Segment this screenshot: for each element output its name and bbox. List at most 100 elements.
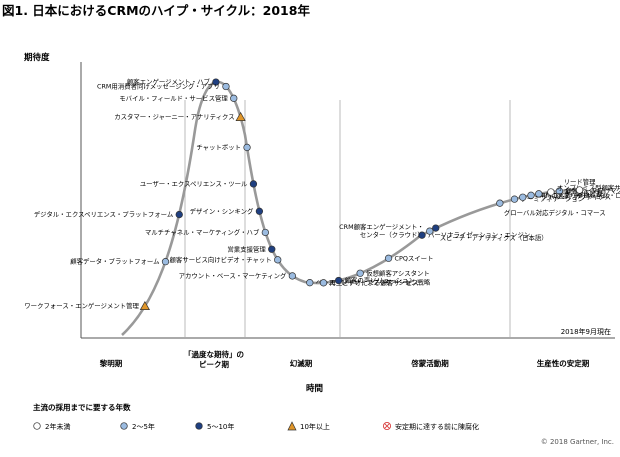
item-marker: [306, 279, 314, 287]
item-marker: [230, 94, 238, 102]
item-label: 仮想顧客アシスタント: [366, 268, 430, 277]
item-marker: [384, 254, 393, 262]
legend-item: 安定期に達する前に陳腐化: [382, 421, 479, 431]
legend-marker: [120, 422, 128, 430]
item-label: CRM用消費者向けメッセージング・アプリ: [97, 82, 220, 91]
item-marker: [161, 258, 170, 266]
item-label: パーソナライゼーション・エンジン: [428, 230, 530, 239]
y-axis-label: 期待度: [24, 52, 50, 63]
technology-item: モバイル・フィールド・サービス管理: [119, 93, 238, 102]
item-marker: [212, 78, 220, 86]
item-label: リード管理: [564, 177, 597, 186]
copyright: © 2018 Gartner, Inc.: [541, 438, 614, 446]
technology-item: カスタマー・ジャーニー・アナリティクス: [114, 111, 246, 121]
phase-label-innovation: 黎明期: [100, 358, 123, 368]
as-of-note: 2018年9月現在: [561, 327, 611, 336]
item-marker: [356, 269, 364, 277]
item-label: デザイン・シンキング: [190, 206, 254, 215]
item-label: スピーチ・アナリティクス（日本語）: [440, 233, 548, 242]
technology-item: グローバル対応デジタル・コマース: [496, 199, 606, 217]
technology-item: CRM顧客エンゲージメント・センター（クラウド）: [339, 222, 434, 239]
item-label: ゲーミフィケーション: [521, 194, 585, 203]
item-marker: [175, 210, 183, 219]
technology-item: 仮想顧客アシスタント: [356, 268, 430, 277]
item-marker: [555, 187, 564, 195]
legend-marker: [195, 422, 203, 430]
phase-label-trough: 幻滅期: [290, 358, 313, 368]
item-marker: [575, 186, 584, 194]
item-label: マルチチャネル・マーケティング・ハブ: [145, 227, 260, 236]
legend-marker-triangle: [287, 421, 297, 431]
legend-label: 2年未満: [45, 422, 70, 431]
x-axis-label: 時間: [306, 383, 323, 394]
legend-label: 5～10年: [207, 422, 234, 431]
legend: 主流の採用までに要する年数 2年未満 2～5年 5～10年 10年以上 安定期に達する前…: [33, 402, 479, 431]
phase-label-peak-line1: 「過度な期待」の: [184, 349, 244, 359]
technology-item: オンプレミス型顧客サービス・アプリケーション: [547, 183, 620, 200]
item-label: アカウント・ベース・マーケティング: [179, 271, 287, 280]
item-marker: [510, 195, 519, 203]
item-label: デジタル・エクスペリエンス・プラットフォーム: [34, 210, 174, 219]
item-marker: [319, 279, 328, 287]
phase-label-peak: 「過度な期待」のピーク期: [184, 349, 244, 369]
item-label: 顧客データ向けマスタ・データ管理: [565, 186, 620, 195]
item-marker: [222, 82, 230, 91]
legend-label: 2～5年: [132, 422, 155, 431]
item-label: 再生ビデオによる顧客サービス: [330, 278, 419, 287]
item-marker: [432, 224, 440, 232]
technology-item: アカウント・ベース・マーケティング: [179, 271, 297, 280]
item-marker: [268, 245, 276, 253]
item-marker: [519, 193, 527, 201]
item-label: 顧客データ・プラットフォーム: [70, 257, 159, 266]
item-marker: [535, 190, 543, 198]
technology-item: CPQスイート: [384, 254, 434, 262]
item-marker: [426, 227, 434, 235]
item-label: チャットボット: [196, 143, 241, 151]
item-label: CPQスイート: [395, 254, 434, 262]
technology-item: 顧客データ向けマスタ・データ管理: [555, 186, 620, 195]
item-marker: [288, 272, 297, 280]
legend-items: 2年未満 2～5年 5～10年 10年以上 安定期に達する前に陳腐化: [33, 421, 479, 431]
item-label: カスタマー・ジャーニー・アナリティクス: [114, 112, 234, 121]
technology-item: ユーザー・エクスペリエンス・ツール: [140, 180, 258, 188]
technology-item: ワークフォース・エンゲージメント管理: [24, 300, 150, 310]
technology-item: スピーチ・アナリティクス（日本語）: [432, 224, 548, 242]
technology-item: ソーシャル・アナリティクス: [519, 193, 611, 201]
phase-label-plateau: 生産性の安定期: [537, 358, 590, 368]
item-label: 顧客エンゲージメント・ハブ: [127, 77, 211, 86]
item-label: ベース・レイヤ・アプリケーション戦略: [316, 278, 431, 287]
legend-item: 5～10年: [195, 422, 234, 431]
item-label: ワークフォース・エンゲージメント管理: [24, 301, 139, 310]
item-label: CRMの実装（グローバル・ロールアウト）: [537, 190, 620, 199]
legend-marker: [33, 422, 41, 430]
chart-title: 図1. 日本におけるCRMのハイプ・サイクル：2018年: [2, 3, 310, 18]
item-label: 顧客の声ソリューション: [345, 276, 415, 285]
item-marker: [261, 228, 270, 237]
item-label: モバイル・フィールド・サービス管理: [119, 93, 228, 102]
item-marker: [418, 231, 426, 239]
technology-item: 再生ビデオによる顧客サービス: [319, 278, 419, 287]
technology-item: パーソナライゼーション・エンジン: [418, 230, 530, 239]
item-label: ソーシャル・アナリティクス: [529, 193, 611, 201]
item-label: 営業支援管理: [227, 244, 266, 253]
item-marker: [255, 207, 264, 215]
phase-label-peak-line2: ピーク期: [199, 359, 229, 369]
legend-title: 主流の採用までに要する年数: [33, 402, 131, 412]
legend-item: 2年未満: [33, 422, 70, 431]
legend-item: 10年以上: [287, 421, 330, 431]
technology-item: ゲーミフィケーション: [510, 194, 585, 203]
technology-item: リード管理: [564, 177, 597, 194]
item-marker: [334, 276, 343, 285]
phase-labels: 黎明期 「過度な期待」のピーク期 幻滅期 啓蒙活動期 生産性の安定期: [100, 349, 590, 369]
technology-item: 顧客サービス向けビデオ・チャット: [170, 255, 282, 264]
item-label: パートナー関係管理: [545, 189, 603, 198]
technology-item: 営業支援管理: [227, 244, 276, 253]
legend-label: 安定期に達する前に陳腐化: [395, 422, 479, 431]
item-label: グローバル対応デジタル・コマース: [504, 208, 606, 217]
technology-item: デジタル・エクスペリエンス・プラットフォーム: [34, 210, 183, 219]
item-marker-triangle: [235, 111, 246, 121]
item-marker: [547, 188, 555, 196]
item-marker: [496, 199, 504, 207]
technology-item: マルチチャネル・マーケティング・ハブ: [145, 227, 270, 237]
